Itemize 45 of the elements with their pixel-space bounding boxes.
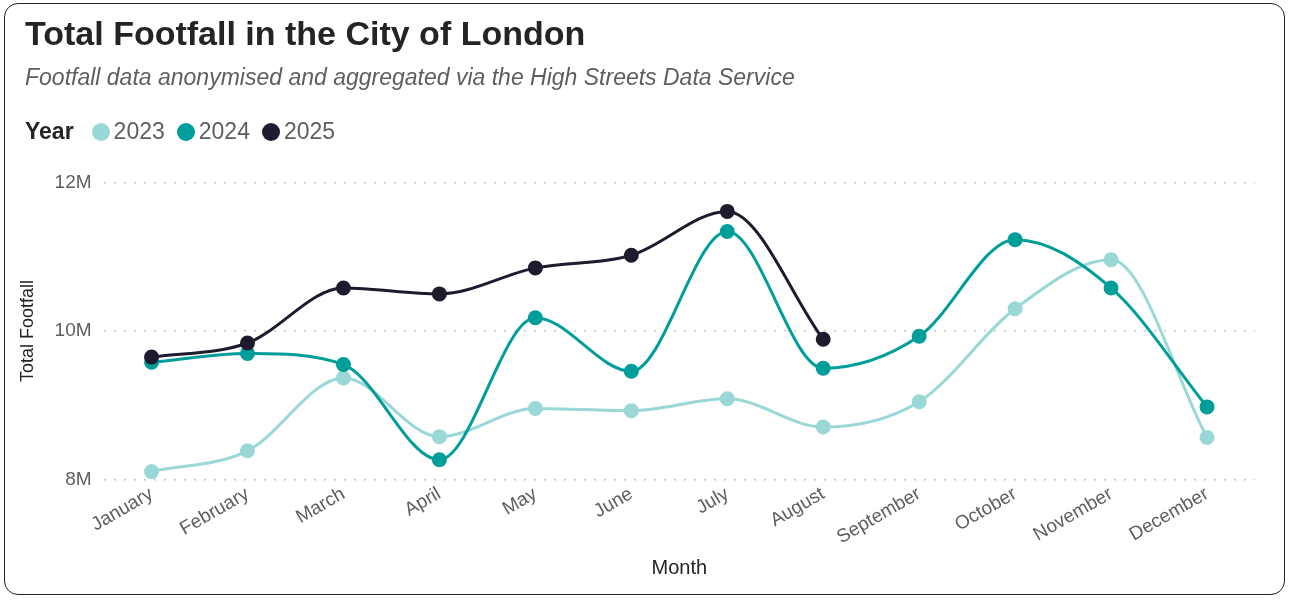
- point: [719, 223, 735, 239]
- point: [815, 360, 831, 376]
- point: [431, 429, 447, 445]
- point: [911, 394, 927, 410]
- point: [623, 247, 639, 263]
- point: [1199, 399, 1215, 415]
- x-tick-label: July: [692, 482, 733, 518]
- y-tick-label: 8M: [65, 468, 92, 490]
- point: [623, 363, 639, 379]
- point: [1007, 301, 1023, 317]
- legend-title: Year: [25, 118, 74, 145]
- point: [1103, 280, 1119, 296]
- point: [1007, 232, 1023, 248]
- point: [335, 370, 351, 386]
- point: [1103, 252, 1119, 268]
- point: [239, 335, 255, 351]
- legend-label: 2023: [113, 118, 165, 145]
- point: [815, 419, 831, 435]
- y-axis-title: Total Footfall: [16, 280, 37, 383]
- chart-subtitle: Footfall data anonymised and aggregated via the High Streets Data Service: [25, 64, 795, 91]
- point: [719, 203, 735, 219]
- legend-label: 2025: [283, 118, 336, 145]
- point: [431, 452, 447, 468]
- point: [335, 280, 351, 296]
- point: [527, 310, 543, 326]
- point: [144, 349, 160, 365]
- point: [527, 260, 543, 276]
- point: [527, 400, 543, 416]
- y-tick-label: 12M: [54, 170, 92, 192]
- point: [239, 443, 255, 459]
- x-tick-label: May: [498, 482, 541, 519]
- y-tick-label: 10M: [54, 319, 92, 341]
- point: [335, 357, 351, 373]
- x-tick-label: June: [589, 482, 636, 522]
- chart-title: Total Footfall in the City of London: [25, 14, 586, 53]
- point: [815, 331, 831, 347]
- point: [719, 391, 735, 407]
- point: [431, 286, 447, 302]
- x-tick-label: April: [400, 482, 445, 520]
- legend-label: 2024: [198, 118, 250, 145]
- point: [144, 464, 160, 480]
- x-axis-title: Month: [651, 555, 708, 578]
- point: [911, 328, 927, 344]
- point: [623, 403, 639, 419]
- point: [1199, 429, 1215, 445]
